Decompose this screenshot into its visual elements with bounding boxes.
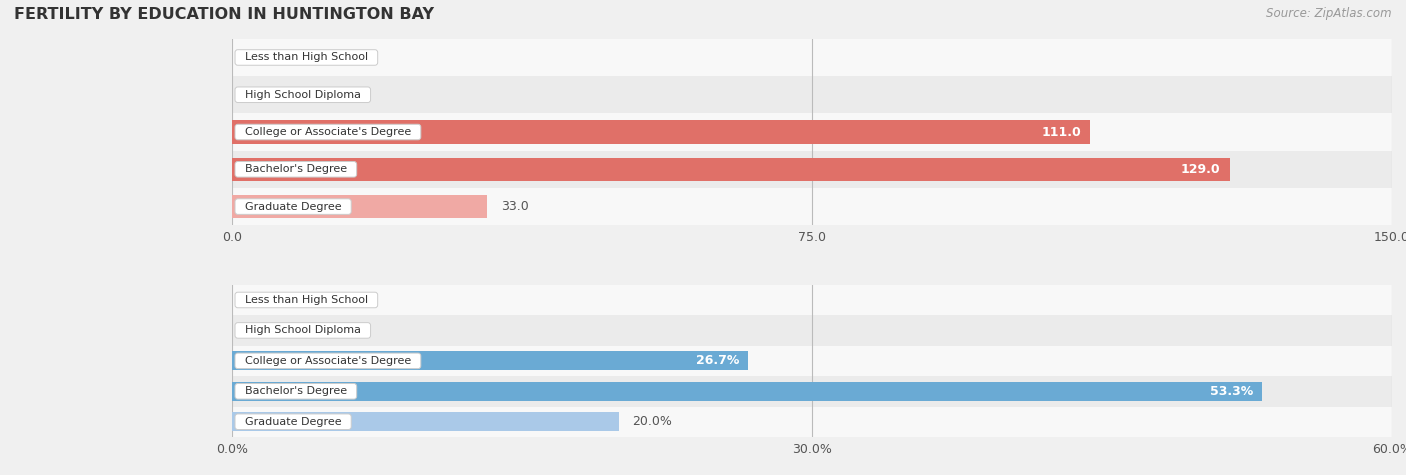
Text: 26.7%: 26.7% — [696, 354, 740, 367]
Bar — [232, 158, 1229, 181]
Bar — [232, 352, 748, 370]
Bar — [232, 382, 1263, 401]
Text: 0.0: 0.0 — [246, 88, 266, 101]
Text: College or Associate's Degree: College or Associate's Degree — [238, 127, 418, 137]
Bar — [232, 346, 1392, 376]
Text: Bachelor's Degree: Bachelor's Degree — [238, 386, 354, 396]
Text: Graduate Degree: Graduate Degree — [238, 201, 349, 211]
Text: 111.0: 111.0 — [1042, 125, 1081, 139]
Bar — [232, 121, 1091, 143]
Bar — [232, 412, 619, 431]
Bar — [232, 39, 1392, 76]
Text: Less than High School: Less than High School — [238, 295, 375, 305]
Text: Source: ZipAtlas.com: Source: ZipAtlas.com — [1267, 7, 1392, 20]
Text: Bachelor's Degree: Bachelor's Degree — [238, 164, 354, 174]
Text: College or Associate's Degree: College or Associate's Degree — [238, 356, 418, 366]
Text: 129.0: 129.0 — [1181, 163, 1220, 176]
Text: Graduate Degree: Graduate Degree — [238, 417, 349, 427]
Text: FERTILITY BY EDUCATION IN HUNTINGTON BAY: FERTILITY BY EDUCATION IN HUNTINGTON BAY — [14, 7, 434, 22]
Bar — [232, 315, 1392, 346]
Bar — [232, 407, 1392, 437]
Text: 0.0%: 0.0% — [246, 294, 278, 306]
Bar — [232, 76, 1392, 114]
Bar — [232, 285, 1392, 315]
Text: 0.0%: 0.0% — [246, 324, 278, 337]
Text: 53.3%: 53.3% — [1211, 385, 1253, 398]
Text: High School Diploma: High School Diploma — [238, 90, 368, 100]
Text: High School Diploma: High School Diploma — [238, 325, 368, 335]
Text: 0.0: 0.0 — [246, 51, 266, 64]
Bar — [232, 151, 1392, 188]
Bar — [232, 188, 1392, 225]
Text: 33.0: 33.0 — [501, 200, 529, 213]
Bar — [232, 114, 1392, 151]
Text: 20.0%: 20.0% — [633, 415, 672, 428]
Bar — [232, 195, 488, 218]
Bar — [232, 376, 1392, 407]
Text: Less than High School: Less than High School — [238, 52, 375, 63]
